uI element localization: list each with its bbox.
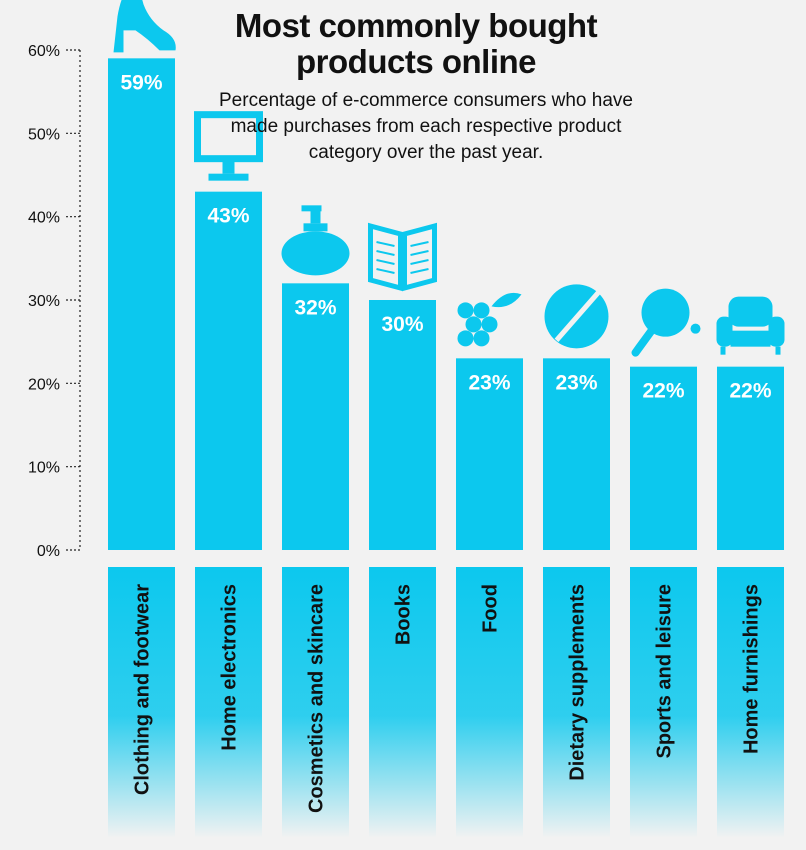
book-line-icon <box>410 250 429 256</box>
category-panel-bg <box>282 567 349 838</box>
bar-group: 22% <box>630 288 701 550</box>
lotion-neck-icon <box>310 209 321 224</box>
category-label: Sports and leisure <box>654 584 676 759</box>
grape-icon <box>457 302 474 319</box>
bar-value-label: 23% <box>468 371 510 394</box>
category-panel-bg <box>195 567 262 838</box>
pill-split-icon <box>554 290 601 342</box>
monitor-base-icon <box>208 173 249 181</box>
bar-group: 32% <box>281 205 350 550</box>
lotion-bottle-icon <box>281 231 350 276</box>
y-tick-label: 10% <box>28 460 60 477</box>
chart-subtitle: Percentage of e-commerce consumers who h… <box>219 90 633 163</box>
bar-group: 23% <box>543 284 610 550</box>
y-tick-label: 50% <box>28 126 60 143</box>
bar <box>195 191 262 550</box>
bar-value-label: 43% <box>207 205 249 228</box>
y-tick-label: 30% <box>28 293 60 310</box>
bar-value-label: 59% <box>120 71 162 94</box>
bar <box>717 366 784 550</box>
book-line-icon <box>376 268 395 274</box>
category-label: Food <box>480 584 502 633</box>
book-line-icon <box>410 241 429 247</box>
armchair-arm-icon <box>716 316 733 347</box>
bar <box>543 358 610 550</box>
bars: 59% 43% 32% 30% 23% 23% 22% 22% <box>108 0 785 550</box>
category-panel: Dietary supplements <box>543 567 610 838</box>
bar <box>369 300 436 550</box>
y-tick-label: 0% <box>37 543 60 560</box>
bar-value-label: 22% <box>642 380 684 403</box>
lotion-cap-icon <box>303 223 328 232</box>
y-tick-label: 40% <box>28 210 60 227</box>
category-panel: Food <box>456 567 523 838</box>
chart-title: Most commonly bought products online <box>234 7 598 80</box>
grape-icon <box>465 316 482 333</box>
bar-group: 23% <box>456 292 523 550</box>
bar-group: 22% <box>716 296 785 550</box>
bar-value-label: 32% <box>294 296 336 319</box>
armchair-icon <box>728 296 773 327</box>
armchair-leg-icon <box>720 346 726 355</box>
category-panel: Cosmetics and skincare <box>282 567 349 838</box>
category-panel-bg <box>108 567 175 838</box>
ping-pong-ball-icon <box>690 323 701 334</box>
bar-group: 43% <box>194 111 263 550</box>
category-panel: Sports and leisure <box>630 567 697 838</box>
category-label: Books <box>393 584 415 645</box>
category-panel-bg <box>456 567 523 838</box>
grape-icon <box>473 302 490 319</box>
book-line-icon <box>376 250 395 256</box>
bar <box>108 58 175 550</box>
high-heel-icon <box>113 0 176 53</box>
bar-value-label: 23% <box>555 371 597 394</box>
armchair-leg-icon <box>775 346 781 355</box>
open-book-icon <box>368 222 437 292</box>
book-line-icon <box>376 259 395 265</box>
category-label: Home furnishings <box>741 584 763 754</box>
y-axis: 0% 10% 20% 30% 40% 50% 60% <box>28 43 81 560</box>
category-label: Cosmetics and skincare <box>306 584 328 813</box>
bar-group: 59% <box>108 0 176 550</box>
category-panel-bg <box>717 567 784 838</box>
grape-icon <box>457 330 474 347</box>
category-panel-bg <box>630 567 697 838</box>
grape-icon <box>473 330 490 347</box>
category-panel: Clothing and footwear <box>108 567 175 838</box>
bar <box>282 283 349 550</box>
category-panel: Home electronics <box>195 567 262 838</box>
monitor-icon <box>194 111 263 163</box>
armchair-arm-icon <box>768 316 785 347</box>
bar <box>456 358 523 550</box>
bar-value-label: 22% <box>729 380 771 403</box>
category-label: Home electronics <box>219 584 241 751</box>
grapes-leaf-icon <box>491 292 522 308</box>
category-panel-bg <box>543 567 610 838</box>
category-label: Clothing and footwear <box>132 584 154 795</box>
y-tick-label: 20% <box>28 376 60 393</box>
book-line-icon <box>410 259 429 265</box>
category-label: Dietary supplements <box>567 584 589 781</box>
book-line-icon <box>376 241 395 247</box>
category-panel-bg <box>369 567 436 838</box>
lotion-pump-icon <box>301 205 322 212</box>
category-panel: Home furnishings <box>717 567 784 838</box>
category-panel: Books <box>369 567 436 838</box>
monitor-stand-icon <box>222 160 235 174</box>
ping-pong-paddle-icon <box>641 288 690 337</box>
y-tick-label: 60% <box>28 43 60 60</box>
paddle-handle-icon <box>631 326 656 357</box>
grape-icon <box>481 316 498 333</box>
bar-group: 30% <box>368 222 437 550</box>
bar-value-label: 30% <box>381 313 423 336</box>
category-panels: Clothing and footwear Home electronics Cos… <box>108 567 784 838</box>
bar <box>630 366 697 550</box>
book-line-icon <box>410 268 429 274</box>
armchair-seat-icon <box>730 330 771 347</box>
